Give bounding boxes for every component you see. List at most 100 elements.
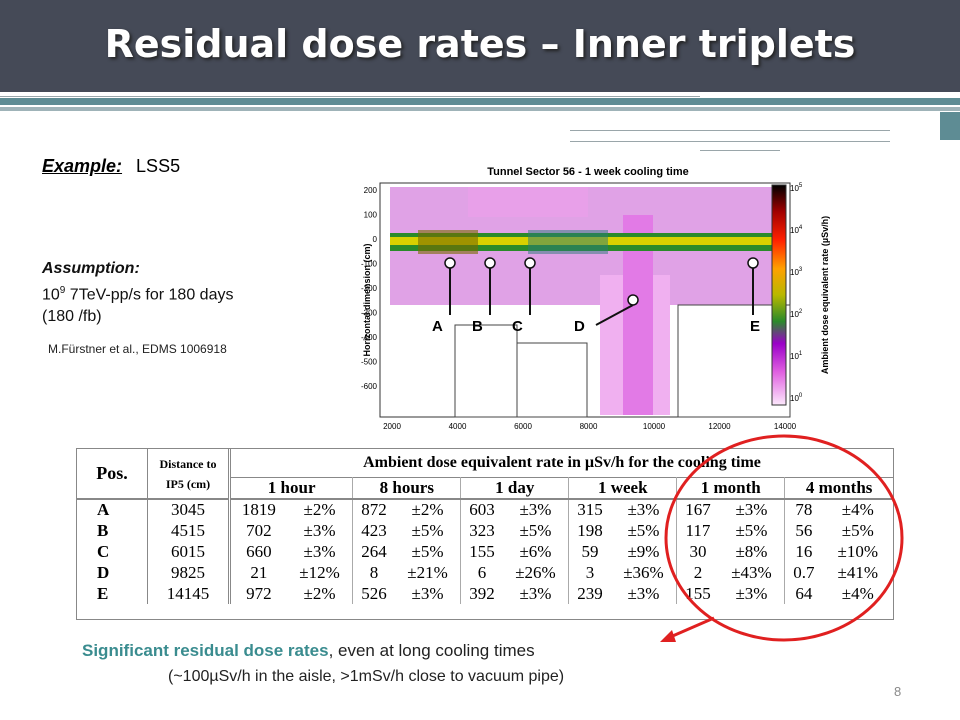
example-value: LSS5 <box>136 156 181 176</box>
distance-cell: 4515 <box>147 520 231 541</box>
marker-label: D <box>574 318 585 335</box>
value-cell: 56 <box>795 520 813 540</box>
error-cell: ±2% <box>394 499 462 520</box>
deco-line <box>700 150 780 151</box>
dose-map-plot: 200 100 0 -100 -200 -300 -400 -500 -600 2000 4000… <box>338 155 838 435</box>
colorbar-tick-label: 101 <box>790 351 803 361</box>
dist-header: Distance to IP5 (cm) <box>147 449 231 499</box>
value-cell: 239 <box>577 583 603 603</box>
error-cell: ±3% <box>394 583 462 604</box>
value-cell: 972 <box>246 583 272 603</box>
colorbar-tick-label: 103 <box>790 267 803 277</box>
colorbar-tick-exp: 0 <box>799 393 803 399</box>
value-cell: 872 <box>361 500 387 519</box>
value-cell: 423 <box>361 520 387 540</box>
marker-label: A <box>432 318 443 335</box>
colorbar-tick-base: 10 <box>790 184 799 193</box>
value-cell: 323 <box>469 520 495 540</box>
y-tick-label: -600 <box>361 382 378 391</box>
error-cell: ±36% <box>610 562 678 583</box>
error-cell: ±3% <box>718 499 786 520</box>
colorbar-tick-base: 10 <box>790 352 799 361</box>
assumption-line2: (180 /fb) <box>42 308 102 326</box>
period-header: 1 week <box>568 477 678 499</box>
value-cell: 78 <box>795 500 813 519</box>
value-cell: 21 <box>250 562 268 582</box>
main-header: Ambient dose equivalent rate in µSv/h fo… <box>363 453 761 471</box>
table-row: C 6015 660 ±3% 264 ±5% 155 ±6% 59 ±9% 30 ±8% 16 ±10% <box>77 541 893 562</box>
marker-point <box>627 294 639 306</box>
colorbar-tick-base: 10 <box>790 310 799 319</box>
y-tick-label: -300 <box>361 309 378 318</box>
example-label: Example: <box>42 156 123 176</box>
error-cell: ±5% <box>718 520 786 541</box>
distance-cell: 3045 <box>147 499 231 520</box>
plot-ylabel: Horizontal dimension (cm) <box>362 243 372 356</box>
conclusion-detail: (~100µSv/h in the aisle, >1mSv/h close t… <box>168 668 565 685</box>
colorbar-tick-exp: 1 <box>799 351 803 357</box>
error-cell: ±8% <box>718 541 786 562</box>
value-cell: 198 <box>577 520 603 540</box>
assumption-base: 10 <box>42 286 60 304</box>
error-cell: ±5% <box>502 520 570 541</box>
magnet-block <box>528 230 608 254</box>
x-tick-label: 6000 <box>514 422 532 431</box>
distance-cell: 14145 <box>147 583 231 604</box>
error-cell: ±12% <box>286 562 354 583</box>
colorbar-tick-label: 102 <box>790 309 803 319</box>
value-cell: 2 <box>693 562 703 582</box>
assumption-line1: 109 7TeV-pp/s for 180 days <box>42 280 233 306</box>
table-row: A 3045 1819 ±2% 872 ±2% 603 ±3% 315 ±3% 167 ±3% 78 ±4… <box>77 499 893 520</box>
side-stripe <box>940 112 960 140</box>
colorbar-label: Ambient dose equivalent rate (µSv/h) <box>820 216 830 374</box>
colorbar-tick-exp: 4 <box>799 225 803 231</box>
error-cell: ±5% <box>610 520 678 541</box>
x-tick-label: 14000 <box>774 422 797 431</box>
colorbar-tick-exp: 3 <box>799 267 803 273</box>
title-bar <box>0 0 960 92</box>
dist-header-1: Distance to <box>159 456 217 471</box>
error-cell: ±3% <box>718 583 786 604</box>
marker-point <box>524 257 536 269</box>
value-cell: 155 <box>685 583 711 603</box>
value-cell: 0.7 <box>793 562 815 582</box>
arrow-head <box>660 630 676 642</box>
y-tick-label: -100 <box>361 260 378 269</box>
colorbar-tick-label: 104 <box>790 225 803 235</box>
x-tick-label: 4000 <box>449 422 467 431</box>
error-cell: ±3% <box>286 520 354 541</box>
error-cell: ±9% <box>610 541 678 562</box>
value-cell: 1819 <box>241 500 276 519</box>
geometry-block <box>677 304 791 418</box>
reference: M.Fürstner et al., EDMS 1006918 <box>48 342 227 356</box>
error-cell: ±41% <box>837 562 879 582</box>
error-cell: ±5% <box>394 541 462 562</box>
x-tick-label: 10000 <box>643 422 666 431</box>
colorbar-tick-exp: 5 <box>799 183 803 189</box>
pos-header: Pos. <box>77 449 148 499</box>
period-header: 4 months <box>805 477 873 497</box>
value-cell: 660 <box>246 541 272 561</box>
conclusion-highlight: Significant residual dose rates <box>82 641 329 660</box>
error-cell: ±21% <box>394 562 462 583</box>
value-cell: 702 <box>246 520 272 540</box>
value-cell: 30 <box>689 541 707 561</box>
error-cell: ±5% <box>841 520 874 540</box>
highlight-arrow <box>667 616 715 640</box>
error-cell: ±4% <box>841 583 874 603</box>
distance-cell: 9825 <box>147 562 231 583</box>
colorbar-tick-exp: 2 <box>799 309 803 315</box>
y-tick-label: -500 <box>361 358 378 367</box>
assumption-block: Assumption: 109 7TeV-pp/s for 180 days (… <box>42 258 233 328</box>
marker-label: C <box>512 318 523 335</box>
colorbar-tick-base: 10 <box>790 268 799 277</box>
pos-cell: D <box>77 562 148 583</box>
y-axis: 200 100 0 -100 -200 -300 -400 -500 -600 <box>361 186 378 391</box>
colorbar-tick-label: 105 <box>790 183 803 193</box>
value-cell: 167 <box>685 500 711 519</box>
conclusion-line: Significant residual dose rates, even at… <box>82 641 535 661</box>
table-row: D 9825 21 ±12% 8 ±21% 6 ±26% 3 ±36% 2 ±43% 0.7 ±41% <box>77 562 893 583</box>
value-cell: 64 <box>795 583 813 603</box>
value-cell: 603 <box>469 500 495 519</box>
